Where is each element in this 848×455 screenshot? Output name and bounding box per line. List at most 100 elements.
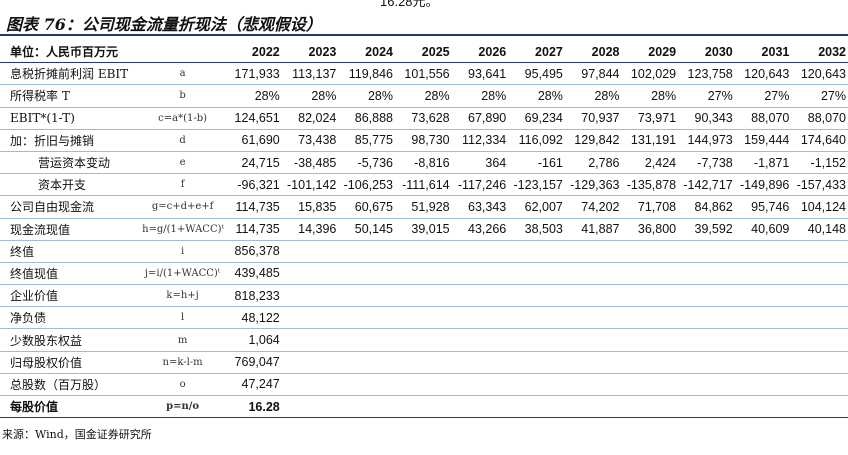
value-cell: 98,730 [394,129,452,152]
row-label: 公司自由现金流 [0,195,141,219]
empty-cell [338,284,395,308]
empty-cell [451,240,509,263]
value-cell: 27% [734,84,792,108]
empty-cell [678,306,735,330]
value-cell: 129,842 [564,129,622,152]
value-cell: 88,070 [734,107,792,130]
empty-cell [621,373,679,397]
value-cell: 97,844 [564,62,622,86]
header-cell: 2026 [451,41,509,64]
table-row: 公司自由现金流 g=c+d+e+f 114,735 15,835 60,675 51,92… [0,195,848,219]
empty-cell [621,284,679,308]
table-row: 加：折旧与摊销 d 61,690 73,438 85,775 98,730 112,334 1… [0,129,848,152]
table-row: 终值 i 856,378 [0,240,848,263]
value-cell: 113,137 [281,62,339,86]
row-label: 每股价值 [0,395,141,419]
value-cell: 769,047 [225,351,282,374]
empty-cell [678,262,735,286]
row-label: 营运资本变动 [0,151,141,175]
row-label: 加：折旧与摊销 [0,129,141,152]
formula: j=i/(1+WACC)ᵗ [140,262,226,286]
value-cell: -123,157 [508,173,565,197]
value-cell: 93,641 [451,62,509,86]
formula: e [140,151,226,175]
title-rule [0,34,848,36]
empty-cell [791,351,848,374]
value-cell: 112,334 [451,129,509,152]
value-cell: 86,888 [338,107,395,130]
value-cell: 39,592 [678,218,735,241]
empty-cell [338,351,395,374]
empty-cell [338,306,395,330]
empty-cell [791,284,848,308]
empty-cell [394,351,452,374]
empty-cell [734,306,792,330]
value-cell: 69,234 [508,107,565,130]
value-cell: 15,835 [281,195,339,219]
value-cell: 48,122 [225,306,282,330]
value-cell: 73,628 [394,107,452,130]
value-cell: 51,928 [394,195,452,219]
value-cell: 40,609 [734,218,792,241]
empty-cell [281,351,339,374]
value-cell: 27% [791,84,848,108]
row-label: 净负债 [0,306,141,330]
value-cell: 73,438 [281,129,339,152]
formula: p=n/o [140,395,226,419]
value-cell: 2,786 [564,151,622,175]
formula: d [140,129,226,152]
empty-cell [338,328,395,352]
value-cell: 70,937 [564,107,622,130]
empty-cell [564,284,622,308]
empty-cell [678,240,735,263]
value-cell: 28% [225,84,282,108]
empty-cell [394,262,452,286]
value-cell: 131,191 [621,129,679,152]
value-cell: 24,715 [225,151,282,175]
value-cell: -149,896 [734,173,792,197]
value-cell: 28% [281,84,339,108]
row-label: 终值 [0,240,141,263]
value-cell: 102,029 [621,62,679,86]
table-row: 净负债 l 48,122 [0,306,848,330]
formula: h=g/(1+WACC)ᵗ [140,218,226,241]
empty-cell [621,328,679,352]
value-cell: -38,485 [281,151,339,175]
table-row: 少数股东权益 m 1,064 [0,328,848,352]
value-cell: 28% [621,84,679,108]
dcf-table: 单位：人民币百万元 2022 2023 2024 2025 2026 2027 2028 202… [0,41,848,419]
header-cell: 2028 [564,41,622,64]
empty-cell [621,240,679,263]
header-cell: 单位：人民币百万元 [0,41,141,64]
value-cell: 88,070 [791,107,848,130]
value-cell: 50,145 [338,218,395,241]
value-cell: -7,738 [678,151,735,175]
value-cell: -101,142 [281,173,339,197]
formula: g=c+d+e+f [140,195,226,219]
empty-cell [451,395,509,419]
value-cell: 174,640 [791,129,848,152]
title: 图表 76：公司现金流量折现法（悲观假设） [6,15,322,34]
header-row: 单位：人民币百万元 2022 2023 2024 2025 2026 2027 2028 202… [0,41,848,64]
header-cell: 2031 [734,41,792,64]
value-cell: 85,775 [338,129,395,152]
value-cell: 28% [394,84,452,108]
empty-cell [451,262,509,286]
empty-cell [734,262,792,286]
empty-cell [338,262,395,286]
empty-cell [508,240,565,263]
value-cell: 47,247 [225,373,282,397]
value-cell: 63,343 [451,195,509,219]
value-cell: 62,007 [508,195,565,219]
empty-cell [451,351,509,374]
empty-cell [791,306,848,330]
empty-cell [281,306,339,330]
value-cell: -161 [508,151,565,175]
empty-cell [734,284,792,308]
row-label: 归母股权价值 [0,351,141,374]
empty-cell [508,395,565,419]
value-cell: 36,800 [621,218,679,241]
source: 来源：Wind，国金证券研究所 [2,428,152,441]
value-cell: 90,343 [678,107,735,130]
